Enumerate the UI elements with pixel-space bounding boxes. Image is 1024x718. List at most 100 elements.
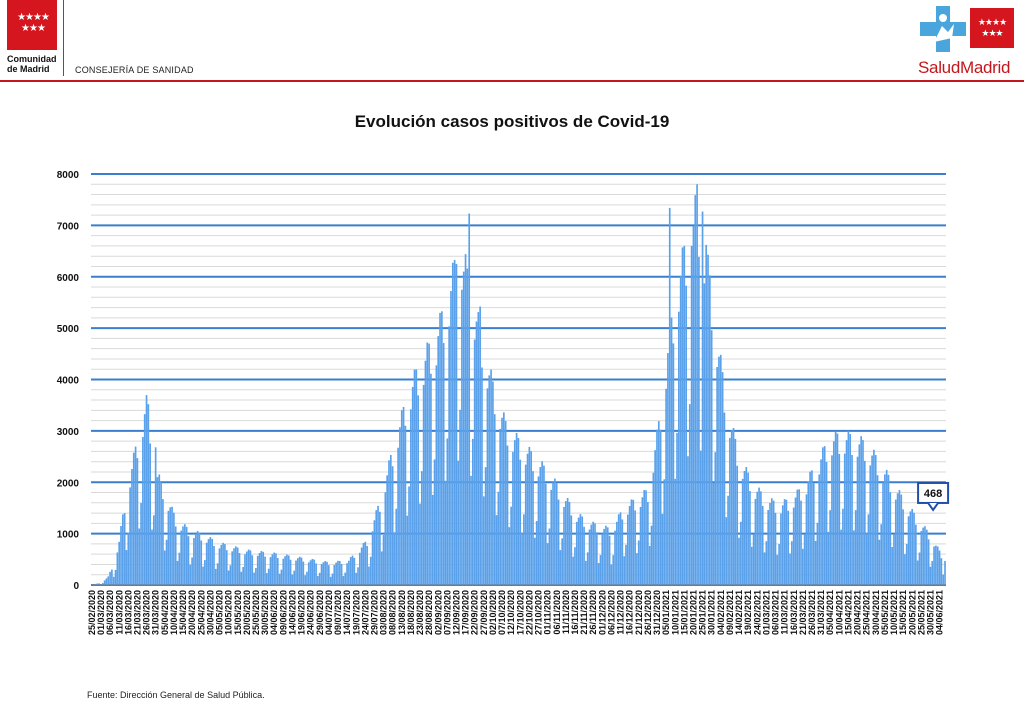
x-tick-label: 06/11/2020 [552,590,562,635]
bar [865,533,868,585]
bar [109,571,111,585]
bar [176,560,179,585]
bar [539,466,542,585]
bar [734,438,737,585]
x-tick-label: 05/05/2020 [215,590,225,635]
bar [679,275,682,585]
bar [233,548,235,585]
bar [158,474,161,585]
bar [665,388,667,585]
bar [805,494,808,585]
x-tick-label: 06/12/2020 [606,590,616,635]
x-tick-label: 08/08/2020 [388,590,398,635]
bar [202,566,204,585]
bar [384,492,387,585]
bar [413,369,416,585]
bar [730,430,733,585]
x-tick-label: 05/04/2020 [160,590,170,635]
bar [781,505,784,585]
x-tick-label: 26/03/2020 [142,590,152,635]
bar [211,538,213,585]
bar [827,531,830,585]
bar [588,529,591,585]
bar [287,555,290,585]
bar [632,499,635,585]
bar [470,475,472,585]
bar [807,481,810,585]
bar [360,547,363,585]
bar [916,560,919,585]
bar [253,572,255,585]
bar [552,482,554,585]
bar [503,412,505,585]
bar [554,478,556,585]
bar [152,515,155,585]
madrid-flag-icon: ★★★★ ★★★ [970,8,1014,48]
bar [510,506,512,585]
bar [344,572,347,585]
bar [648,545,651,585]
bar [716,366,718,585]
bar-chart: 0 1000 2000 3000 4000 5000 6000 7000 8000 25/02/2… [57,170,950,635]
x-tick-label: 15/04/2020 [178,590,188,635]
bar [860,436,862,585]
bar [329,576,332,585]
bar [209,537,212,585]
bar [282,558,285,585]
bar [688,404,691,585]
x-tick-label: 13/08/2020 [397,590,407,635]
bar [761,505,764,585]
bar [915,524,917,585]
x-tick-label: 19/02/2021 [743,590,753,635]
bar [532,471,534,585]
bar [792,507,795,585]
bar [289,559,292,585]
bar [165,539,168,585]
comunidad-madrid-flag-icon: ★★★★ ★★★ [7,0,57,50]
bar [760,491,762,585]
bar [871,455,873,585]
bar [825,461,828,585]
bar [495,515,498,585]
x-tick-label: 20/04/2020 [187,590,197,635]
bar [858,444,861,585]
x-tick-label: 27/10/2020 [534,590,544,635]
bar [752,534,755,585]
bar [896,493,899,585]
bar [885,469,888,585]
bar [368,566,370,585]
salud-madrid-cross-icon [920,6,966,52]
bar [774,512,777,585]
bar [140,503,142,585]
x-tick-label: 07/09/2020 [442,590,452,635]
bar [822,447,824,585]
bar [654,450,656,585]
x-tick-label: 27/09/2020 [479,590,489,635]
bar [783,499,786,585]
bar [189,564,192,585]
bar [430,373,432,585]
chart-title: Evolución casos positivos de Covid-19 [354,112,670,131]
bar [143,414,146,585]
bar [422,384,425,585]
bar [528,446,531,585]
bar [592,521,595,585]
bar [101,583,104,585]
bar [433,459,436,585]
x-tick-label: 06/03/2021 [771,590,781,635]
x-tick-label: 25/05/2021 [916,590,926,635]
bar [284,556,286,585]
x-tick-label: 15/05/2020 [233,590,243,635]
bar [647,502,649,585]
bar [820,459,822,585]
bar [273,552,275,585]
bar [938,550,941,585]
bar [118,541,121,585]
bar [204,560,206,585]
bar [116,552,119,585]
name-line-2: de Madrid [7,64,50,74]
bar [705,244,708,585]
bar [399,427,401,585]
last-value-callout-pointer [927,502,939,512]
bar [515,432,518,585]
